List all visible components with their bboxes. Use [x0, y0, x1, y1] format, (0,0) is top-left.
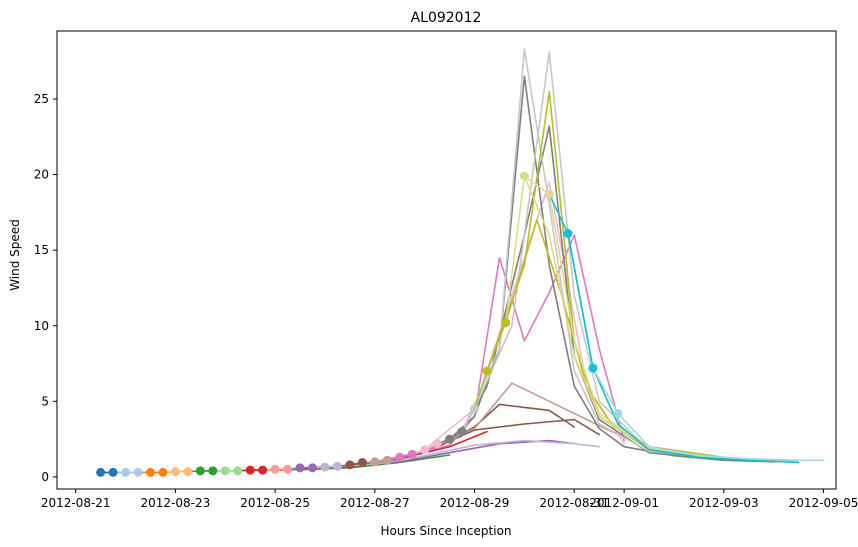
observed-point [457, 427, 467, 437]
observed-point [270, 464, 280, 474]
y-tick-label: 5 [41, 394, 49, 408]
x-tick-label: 2012-08-31 [539, 496, 609, 510]
observed-point [332, 461, 342, 471]
observed-point [320, 462, 330, 472]
observed-point [195, 466, 205, 476]
observed-point [245, 465, 255, 475]
observed-point [395, 452, 405, 462]
y-tick-label: 0 [41, 470, 49, 484]
observed-point [382, 455, 392, 465]
forecast-series-line-25 [592, 367, 825, 462]
observed-point [445, 434, 455, 444]
observed-point [544, 189, 554, 199]
observed-point [501, 318, 511, 328]
observed-track-segment [567, 233, 594, 369]
x-tick-label: 2012-08-25 [240, 496, 310, 510]
observed-point [370, 457, 380, 467]
series-layer [99, 48, 825, 474]
x-tick-label: 2012-09-01 [589, 496, 659, 510]
observed-points-layer [96, 171, 623, 477]
observed-track-segment [473, 370, 488, 410]
observed-track-segment [548, 193, 569, 234]
observed-point [220, 466, 230, 476]
x-tick-label: 2012-08-29 [440, 496, 510, 510]
plot-frame [56, 30, 837, 490]
observed-track-segment [592, 367, 619, 414]
observed-point [295, 463, 305, 473]
observed-point [145, 467, 155, 477]
observed-point [613, 408, 623, 418]
forecast-series-line-15 [423, 181, 625, 451]
observed-point [108, 467, 118, 477]
observed-point [170, 467, 180, 477]
chart-title: AL092012 [411, 10, 482, 26]
observed-point [519, 171, 529, 181]
y-tick-label: 20 [34, 168, 49, 182]
observed-point [158, 467, 168, 477]
y-tick-label: 15 [34, 243, 49, 257]
observed-point [121, 467, 131, 477]
forecast-series-line-24 [567, 232, 800, 464]
x-tick-label: 2012-09-03 [689, 496, 759, 510]
y-axis-title: Wind Speed [8, 219, 22, 291]
observed-point [133, 467, 143, 477]
forecast-series-line-14 [398, 234, 625, 459]
observed-point [96, 467, 106, 477]
observed-point [588, 363, 598, 373]
x-tick-label: 2012-09-05 [789, 496, 858, 510]
forecast-series-line-22 [523, 175, 725, 460]
x-axis-title: Hours Since Inception [380, 524, 511, 538]
forecast-series-line-18 [461, 48, 800, 462]
observed-point [407, 449, 417, 459]
observed-point [432, 439, 442, 449]
observed-point [208, 466, 218, 476]
observed-track-segment [523, 175, 550, 195]
observed-point [482, 366, 492, 376]
y-axis: 0 5 10 15 20 25 [34, 92, 57, 484]
observed-point [258, 465, 268, 475]
x-tick-label: 2012-08-27 [340, 496, 410, 510]
observed-point [345, 460, 355, 470]
observed-point [283, 464, 293, 474]
observed-point [563, 229, 573, 239]
x-tick-label: 2012-08-21 [41, 496, 111, 510]
x-tick-label: 2012-08-23 [141, 496, 211, 510]
observed-point [183, 467, 193, 477]
y-tick-label: 25 [34, 92, 49, 106]
x-axis: 2012-08-21 2012-08-23 2012-08-25 2012-08-27… [41, 489, 858, 510]
forecast-series-line-21 [504, 219, 725, 459]
forecast-series-line-19 [473, 51, 725, 460]
observed-point [470, 404, 480, 414]
observed-track-segment [504, 176, 526, 323]
y-tick-label: 10 [34, 319, 49, 333]
observed-point [308, 463, 318, 473]
observed-point [357, 458, 367, 468]
observed-track-segment [486, 322, 507, 372]
observed-point [420, 445, 430, 455]
observed-point [233, 466, 243, 476]
